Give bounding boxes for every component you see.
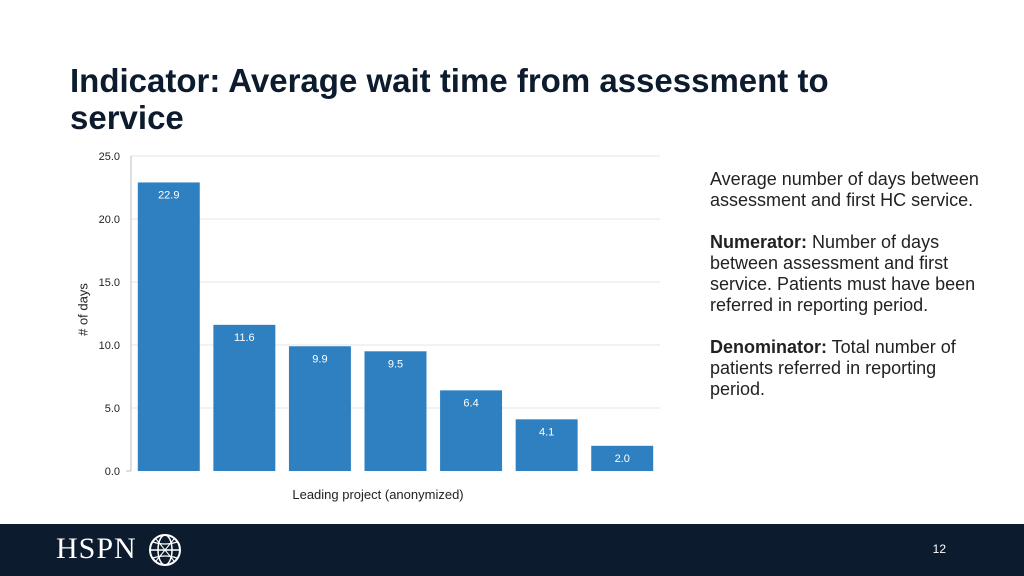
page-number: 12 <box>932 542 946 556</box>
bar-data-label: 9.9 <box>312 353 327 365</box>
numerator-note: Numerator: Number of days between assess… <box>710 232 995 316</box>
y-tick-label: 0.0 <box>105 466 120 478</box>
indicator-notes: Average number of days between assessmen… <box>710 169 995 421</box>
y-tick-label: 15.0 <box>99 277 120 289</box>
numerator-label: Numerator: <box>710 232 808 252</box>
bar <box>288 346 351 471</box>
bar-data-label: 6.4 <box>463 397 478 409</box>
numerator-text: Number of days between assessment and fi… <box>710 232 976 315</box>
bar-data-label: 2.0 <box>615 453 630 465</box>
denominator-text: Total number of patients referred in rep… <box>710 337 956 399</box>
denominator-note: Denominator: Total number of patients re… <box>710 337 995 400</box>
bar <box>137 182 200 471</box>
bar-data-label: 4.1 <box>539 426 554 438</box>
bar-data-label: 9.5 <box>388 358 403 370</box>
globe-logo-icon <box>149 534 181 566</box>
y-tick-label: 25.0 <box>99 151 120 163</box>
indicator-description: Average number of days between assessmen… <box>710 169 979 210</box>
footer-bar: HSPN 12 <box>0 524 1024 576</box>
y-tick-label: 10.0 <box>99 340 120 352</box>
bar <box>213 324 276 471</box>
y-tick-label: 20.0 <box>99 214 120 226</box>
y-tick-label: 5.0 <box>105 403 120 415</box>
denominator-label: Denominator: <box>710 337 827 357</box>
bar <box>440 390 503 471</box>
bar-data-label: 22.9 <box>158 189 179 201</box>
bar-data-label: 11.6 <box>234 332 255 344</box>
hspn-logo-text: HSPN <box>56 532 137 565</box>
bar <box>515 419 578 471</box>
y-axis-label: # of days <box>75 283 91 336</box>
bar <box>591 445 654 471</box>
slide-title: Indicator: Average wait time from assess… <box>70 62 829 136</box>
x-axis-label: Leading project (anonymized) <box>292 487 464 502</box>
bar <box>364 351 427 471</box>
